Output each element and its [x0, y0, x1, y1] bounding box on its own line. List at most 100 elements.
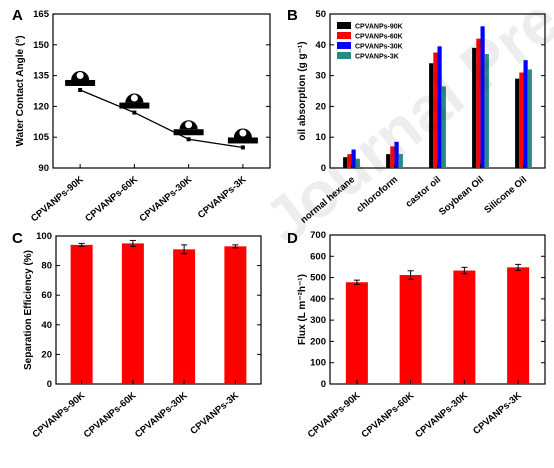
bar	[523, 60, 528, 169]
y-tick-label: 100	[36, 231, 52, 242]
y-axis-label: oil absorption (g g⁻¹)	[297, 41, 308, 140]
plot-frame	[55, 235, 262, 385]
y-tick-label: 30	[315, 71, 326, 82]
y-tick-label: 300	[310, 315, 326, 326]
droplet-icon	[65, 70, 96, 86]
droplet-highlight	[130, 94, 138, 102]
bar	[399, 275, 422, 384]
droplet-highlight	[76, 71, 84, 79]
bar	[453, 270, 476, 384]
legend-swatch	[337, 22, 351, 29]
x-tick-label: CPVANPs-3K	[188, 390, 241, 437]
data-point	[186, 137, 191, 142]
legend-label: CPVANPs-90K	[355, 24, 403, 31]
y-tick-label: 700	[310, 230, 326, 241]
bar	[394, 141, 399, 168]
bar	[173, 249, 196, 384]
x-tick-label: CPVANPs-30K	[413, 390, 470, 440]
y-tick-label: 40	[41, 320, 52, 331]
bar	[480, 26, 485, 168]
x-tick-label: Silicone Oil	[482, 174, 529, 216]
y-tick-label: 20	[41, 349, 52, 360]
y-tick-label: 40	[315, 40, 326, 51]
x-tick-label: castor oil	[404, 174, 443, 210]
bar	[437, 46, 442, 169]
y-tick-label: 100	[310, 358, 326, 369]
y-tick-label: 0	[321, 163, 326, 174]
droplet-icon	[227, 128, 258, 144]
x-tick-label: CPVANPs-30K	[133, 390, 190, 440]
series-line	[79, 89, 243, 149]
y-tick-label: 90	[38, 163, 49, 174]
x-tick-label: chloroform	[355, 174, 400, 215]
panel-letter: A	[12, 7, 23, 24]
droplet-highlight	[185, 121, 193, 129]
droplet-icon	[119, 93, 150, 109]
y-tick-label: 80	[41, 261, 52, 272]
y-tick-label: 0	[47, 379, 52, 390]
x-tick-label: CPVANPs-60K	[360, 390, 417, 440]
y-tick-label: 10	[315, 132, 326, 143]
y-tick-label: 120	[33, 101, 49, 112]
legend-swatch	[337, 52, 351, 59]
x-tick-label: CPVANPs-60K	[82, 390, 139, 440]
data-point	[240, 145, 245, 150]
y-axis-label: Separation Efficiency (%)	[23, 250, 34, 370]
y-tick-label: 60	[41, 290, 52, 301]
substrate-bar	[173, 129, 204, 136]
y-tick-label: 400	[310, 294, 326, 305]
y-tick-label: 150	[33, 40, 49, 51]
y-tick-label: 200	[310, 336, 326, 347]
data-point	[132, 110, 137, 115]
bar	[121, 243, 144, 384]
bar	[386, 154, 391, 168]
y-axis-label: Water Contact Angle (°)	[15, 35, 26, 146]
y-tick-label: 600	[310, 251, 326, 262]
substrate-bar	[65, 79, 96, 86]
x-tick-label: CPVANPs-60K	[83, 174, 140, 224]
legend-swatch	[337, 42, 351, 49]
plot-frame	[52, 13, 271, 169]
bar	[472, 47, 477, 168]
x-tick-label: CPVANPs-3K	[196, 174, 249, 221]
bar	[224, 246, 247, 384]
droplet-icon	[173, 120, 204, 136]
y-tick-label: 135	[33, 71, 50, 82]
y-tick-label: 165	[33, 9, 50, 20]
x-tick-label: CPVANPs-30K	[138, 174, 195, 224]
x-tick-label: CPVANPs-90K	[29, 174, 86, 224]
x-tick-label: normal hexane	[299, 174, 357, 226]
bar	[527, 69, 532, 168]
bar	[343, 157, 348, 168]
x-tick-label: Soybean Oil	[437, 174, 486, 218]
y-tick-label: 0	[321, 379, 326, 390]
bar	[351, 149, 356, 168]
legend-label: CPVANPs-3K	[355, 54, 399, 61]
x-tick-label: CPVANPs-90K	[306, 390, 363, 440]
bar	[70, 244, 93, 384]
bar	[390, 146, 395, 168]
substrate-bar	[119, 102, 150, 109]
legend-swatch	[337, 32, 351, 39]
substrate-bar	[227, 137, 258, 144]
bar	[429, 63, 434, 168]
y-tick-label: 500	[310, 273, 326, 284]
bar	[507, 267, 530, 384]
data-point	[78, 87, 83, 92]
y-tick-label: 105	[33, 132, 50, 143]
panel-letter: C	[12, 230, 23, 247]
bar	[484, 54, 489, 168]
x-tick-label: CPVANPs-90K	[31, 390, 88, 440]
x-tick-label: CPVANPs-3K	[471, 390, 524, 437]
bar	[355, 158, 360, 168]
bar	[347, 154, 352, 168]
droplet-highlight	[239, 129, 247, 137]
y-axis-label: Flux (L m⁻²h⁻¹)	[297, 274, 308, 345]
bar	[398, 154, 403, 168]
bar	[345, 282, 368, 384]
plot-frame	[329, 234, 546, 385]
y-tick-label: 50	[315, 9, 326, 20]
bar	[476, 38, 481, 168]
